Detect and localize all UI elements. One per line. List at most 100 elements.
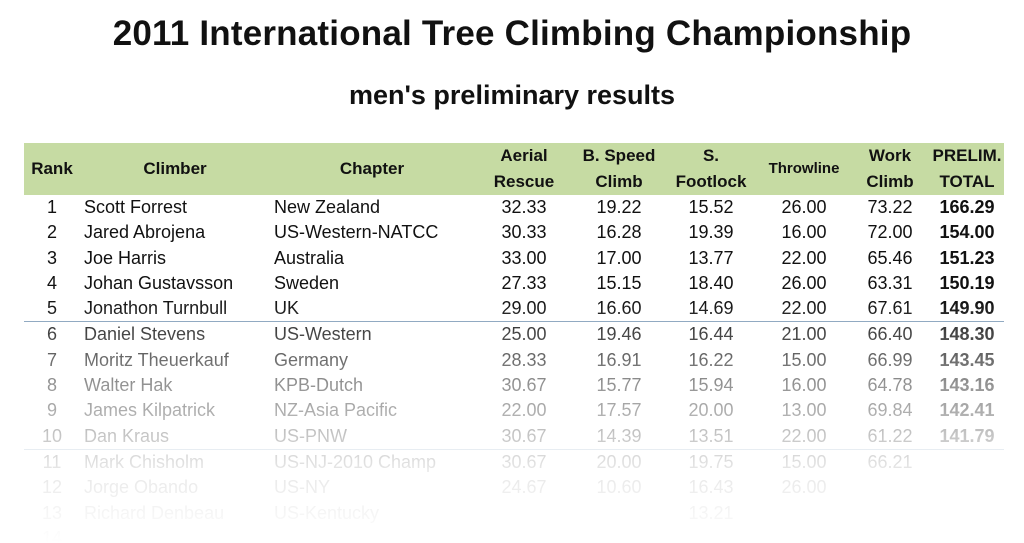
table-row: 4 Johan Gustavsson Sweden 27.33 15.15 18.40 26… [24,271,1004,296]
rank-cell: 2 [46,222,57,243]
footlock-cell: 13.21 [688,502,734,523]
speed-climb-cell [574,501,664,526]
prelim-total-cell: 141.79 [930,423,1004,450]
chapter-cell: UK [270,296,474,323]
table-row: 6 Daniel Stevens US-Western 25.00 19.46 16.44… [24,322,1004,348]
table-row: 3 Joe Harris Australia 33.00 17.00 13.77 22.00… [24,246,1004,271]
rank-cell: 3 [46,247,57,268]
footlock-cell: 19.39 [688,222,734,243]
speed-climb-cell: 17.00 [596,247,642,268]
speed-climb-cell: 15.77 [596,375,642,396]
chapter-cell: US-Kentucky [274,502,380,523]
prelim-total-cell: 154.00 [939,222,995,243]
speed-climb-cell: 16.91 [596,349,642,370]
footlock-cell: 13.51 [664,423,758,450]
col-header-work-line1: Work [868,146,912,165]
col-header-speed-line2: Climb [595,172,643,191]
speed-climb-cell: 15.15 [596,272,642,293]
aerial-rescue-cell: 29.00 [474,296,574,323]
col-header-aerial-line1: Aerial [500,146,548,165]
climber-cell: Dan Kraus [80,423,270,450]
col-header-total-line2: TOTAL [939,172,995,191]
col-header-climber: Climber [143,159,207,178]
prelim-total-cell [930,501,1004,526]
throwline-cell: 26.00 [781,477,827,498]
col-header-rank: Rank [31,159,73,178]
climber-cell: Jorge Obando [84,477,199,498]
speed-climb-cell: 20.00 [596,451,642,472]
rank-cell: 11 [42,451,62,472]
throwline-cell: 15.00 [781,451,827,472]
footlock-cell: 13.77 [688,247,734,268]
rank-cell: 7 [46,349,57,370]
table-row: 5 Jonathon Turnbull UK 29.00 16.60 14.69 22.00… [24,296,1004,323]
speed-climb-cell: 17.57 [596,400,642,421]
climber-cell: Scott Forrest [84,197,188,217]
throwline-cell: 26.00 [781,197,827,217]
work-climb-cell: 63.31 [867,272,913,293]
speed-climb-cell: 19.22 [596,197,642,217]
work-climb-cell: 64.78 [867,375,913,396]
speed-climb-cell: 16.60 [574,296,664,323]
chapter-cell [270,526,474,543]
col-header-aerial-rescue: Aerial Rescue [474,143,574,195]
work-climb-cell: 72.00 [867,222,913,243]
work-climb-cell: 66.40 [867,324,913,345]
col-header-footlock-line2: Footlock [675,172,747,191]
speed-climb-cell [574,526,664,543]
table-row: 13 Richard Denbeau US-Kentucky 13.21 [24,501,1004,526]
prelim-total-cell: 148.30 [939,324,995,345]
rank-cell: 5 [24,296,80,323]
col-header-total-line1: PRELIM. [932,146,1002,165]
work-climb-cell [850,475,930,500]
work-climb-cell: 66.99 [867,349,913,370]
col-header-throwline: Throwline [768,160,840,177]
table-row: 7 Moritz Theuerkauf Germany 28.33 16.91 16.22… [24,348,1004,373]
climber-cell: Johan Gustavsson [84,272,234,293]
page-subtitle: men's preliminary results [348,80,676,110]
work-climb-cell: 69.84 [867,400,913,421]
table-row: 12 Jorge Obando US-NY 24.67 10.60 16.43 26.00 [24,475,1004,500]
prelim-total-cell: 151.23 [939,247,995,268]
chapter-cell: US-Western [274,324,372,345]
prelim-total-cell: 150.19 [939,272,995,293]
aerial-rescue-cell [474,501,574,526]
aerial-rescue-cell: 28.33 [501,349,547,370]
speed-climb-cell: 14.39 [574,423,664,450]
prelim-total-cell: 143.16 [939,375,995,396]
climber-cell: Jonathon Turnbull [80,296,270,323]
speed-climb-cell: 19.46 [596,324,642,345]
prelim-total-cell [930,526,1004,543]
results-table: Rank Climber Chapter Aerial Rescue B. Spe… [24,143,1004,543]
aerial-rescue-cell [474,526,574,543]
aerial-rescue-cell: 32.33 [501,197,547,217]
work-climb-cell: 67.61 [850,296,930,323]
chapter-cell: US-NY [274,477,331,498]
throwline-cell [758,501,850,526]
aerial-rescue-cell: 24.67 [501,477,547,498]
rank-cell: 13 [41,502,63,523]
climber-cell: Walter Hak [84,375,173,396]
table-row: 2 Jared Abrojena US-Western-NATCC 30.33 16.2… [24,220,1004,245]
aerial-rescue-cell: 33.00 [501,247,547,268]
chapter-cell: New Zealand [274,197,381,217]
prelim-total-cell [930,475,1004,500]
speed-climb-cell: 10.60 [596,477,642,498]
aerial-rescue-cell: 27.33 [501,272,547,293]
col-header-chapter: Chapter [339,159,405,178]
climber-cell: Mark Chisholm [84,451,205,472]
speed-climb-cell: 16.28 [596,222,642,243]
prelim-total-cell: 166.29 [939,197,995,217]
aerial-rescue-cell: 22.00 [501,400,547,421]
aerial-rescue-cell: 25.00 [501,324,547,345]
rank-cell: 4 [46,272,57,293]
footlock-cell: 19.75 [688,451,734,472]
rank-cell: 9 [46,400,57,421]
climber-cell [80,526,270,543]
footlock-cell: 16.22 [688,349,734,370]
chapter-cell: Australia [274,247,345,268]
aerial-rescue-cell: 30.67 [501,451,547,472]
throwline-cell: 22.00 [781,247,827,268]
aerial-rescue-cell: 30.67 [501,375,547,396]
table-row: 11 Mark Chisholm US-NJ-2010 Champ 30.67 20.0… [24,449,1004,475]
